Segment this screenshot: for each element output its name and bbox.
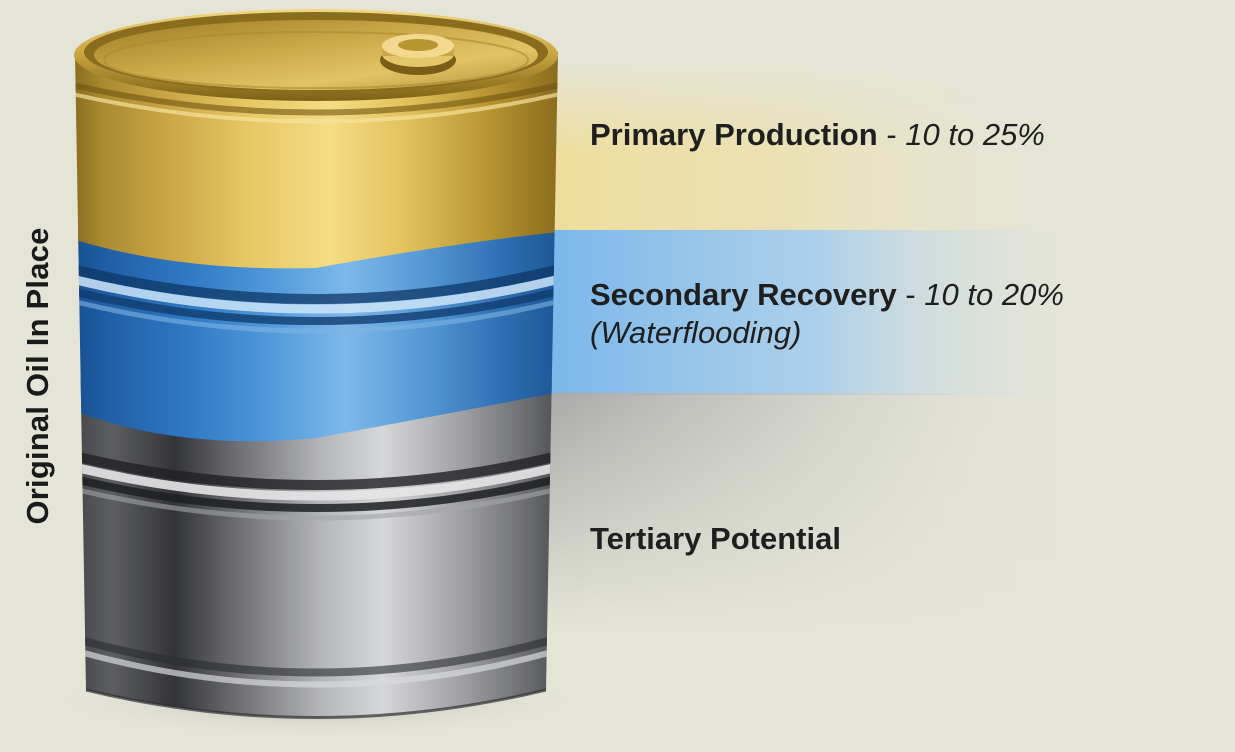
band-secondary [540, 230, 1100, 395]
primary-production-separator: - [886, 117, 897, 152]
primary-production-range: 10 to 25% [905, 117, 1045, 152]
secondary-recovery-name: Secondary Recovery [590, 277, 897, 312]
secondary-recovery-range: 10 to 20% [924, 277, 1064, 312]
barrel-lid [74, 9, 558, 101]
primary-production-label: Primary Production - 10 to 25% [590, 116, 1045, 154]
primary-production-name: Primary Production [590, 117, 878, 152]
tertiary-potential-label: Tertiary Potential [590, 520, 841, 558]
tertiary-potential-name: Tertiary Potential [590, 521, 841, 556]
segment-primary [75, 52, 558, 269]
secondary-recovery-separator: - [905, 277, 916, 312]
band-tertiary [540, 393, 1100, 633]
secondary-recovery-label: Secondary Recovery - 10 to 20% (Waterflo… [590, 276, 1064, 352]
band-primary [540, 60, 1100, 232]
original-oil-in-place-label: Original Oil In Place [20, 227, 55, 525]
segment-secondary [75, 232, 558, 442]
bung-cap [380, 34, 456, 75]
secondary-recovery-note: (Waterflooding) [590, 315, 802, 350]
barrel-body [75, 52, 558, 718]
